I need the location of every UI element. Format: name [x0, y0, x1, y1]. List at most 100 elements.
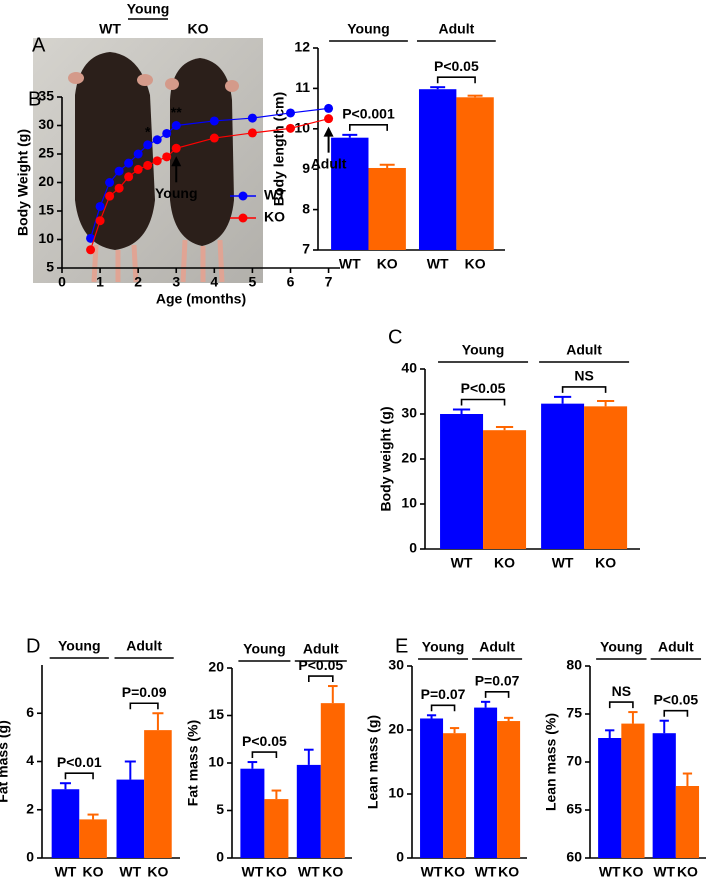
significance-label: P<0.001 — [342, 106, 395, 122]
y-tick-label: 5 — [216, 801, 224, 817]
significance-label: P=0.07 — [475, 673, 520, 689]
photo-label: WT — [99, 21, 121, 37]
point — [324, 103, 334, 113]
group-label: Adult — [438, 21, 474, 37]
legend-label: WT — [264, 187, 286, 203]
bar — [621, 723, 645, 858]
arrow-label: Adult — [311, 155, 347, 171]
photo: Young WT KO A — [32, 1, 263, 283]
significance-star: * — [145, 124, 151, 140]
y-tick-label: 0 — [26, 849, 34, 865]
significance-label: P<0.05 — [242, 733, 287, 749]
bar — [240, 768, 265, 858]
significance-label: P<0.05 — [653, 691, 698, 707]
significance-label: P<0.05 — [434, 58, 479, 74]
y-tick-label: 35 — [38, 88, 54, 104]
arrow-label: Young — [155, 185, 198, 201]
x-tick-label: WT — [119, 864, 141, 879]
x-tick-label: WT — [451, 555, 473, 571]
y-tick-label: 8 — [302, 200, 310, 216]
point — [105, 178, 115, 187]
significance-bracket — [663, 709, 689, 717]
paws-tail — [91, 239, 225, 283]
bar — [296, 764, 321, 858]
significance-bracket — [129, 702, 159, 710]
significance-label: NS — [612, 683, 631, 699]
panel-label: E — [395, 635, 408, 657]
group-label: Adult — [303, 641, 339, 657]
point — [152, 156, 162, 166]
group-label: Adult — [126, 638, 162, 654]
x-tick-label: 0 — [58, 274, 66, 290]
bar — [598, 738, 622, 858]
bar — [420, 718, 444, 858]
bar — [443, 733, 467, 858]
ear — [165, 78, 179, 90]
y-tick-label: 40 — [401, 360, 417, 376]
y-axis-label: Body Weight (g) — [15, 129, 31, 236]
point — [162, 128, 172, 138]
significance-bracket — [308, 675, 334, 683]
y-tick-label: 0 — [396, 849, 404, 865]
y-tick-label: 7 — [302, 241, 310, 257]
x-tick-label: WT — [242, 864, 264, 879]
bar — [456, 97, 494, 251]
bar — [584, 406, 628, 549]
y-axis-label: Body weight (g) — [378, 407, 394, 512]
photo-title: Young — [127, 1, 170, 17]
y-tick-label: 10 — [401, 495, 417, 511]
point — [114, 183, 124, 193]
x-tick-label: 6 — [287, 274, 295, 290]
x-tick-label: KO — [377, 256, 398, 272]
bar — [440, 414, 484, 549]
group-label: Young — [58, 638, 101, 654]
group-label: Young — [243, 641, 286, 657]
y-tick-label: 20 — [388, 721, 404, 737]
group-label: Young — [347, 21, 390, 37]
y-tick-label: 25 — [38, 145, 54, 161]
y-tick-label: 30 — [401, 405, 417, 421]
y-tick-label: 10 — [388, 785, 404, 801]
x-tick-label: KO — [266, 864, 287, 879]
group-label: Young — [462, 342, 505, 358]
group-label: Young — [422, 639, 465, 655]
x-tick-label: KO — [498, 864, 519, 879]
x-tick-label: WT — [339, 256, 361, 272]
y-tick-label: 80 — [566, 657, 582, 673]
x-tick-label: 1 — [96, 274, 104, 290]
bar — [497, 721, 521, 858]
panel-label: B — [28, 88, 41, 110]
significance-bracket — [348, 124, 388, 131]
point — [86, 233, 96, 243]
y-tick-label: 20 — [208, 659, 224, 675]
point — [247, 113, 257, 123]
panel-label: A — [32, 34, 46, 56]
photo-label: KO — [188, 21, 209, 37]
bar — [144, 730, 172, 858]
significance-label: P<0.01 — [57, 754, 102, 770]
significance-bracket — [460, 398, 506, 406]
y-tick-label: 10 — [208, 754, 224, 770]
significance-label: P<0.05 — [461, 380, 506, 396]
point — [285, 108, 295, 118]
x-tick-label: 3 — [172, 274, 180, 290]
bar — [79, 819, 107, 858]
x-axis-label: Age (months) — [156, 291, 246, 307]
group-label: Adult — [658, 639, 694, 655]
point — [143, 140, 153, 150]
point — [95, 201, 105, 211]
y-axis-label: Fat mass (%) — [185, 720, 201, 806]
point — [247, 128, 257, 138]
point — [95, 216, 105, 226]
x-tick-label: KO — [494, 555, 515, 571]
x-tick-label: KO — [677, 864, 698, 879]
y-tick-label: 20 — [38, 173, 54, 189]
significance-star: ** — [171, 104, 182, 120]
legend-marker — [238, 191, 248, 201]
y-axis-label: Body length (cm) — [271, 92, 287, 206]
x-tick-label: 2 — [134, 274, 142, 290]
bar — [418, 89, 457, 250]
y-tick-label: 9 — [302, 160, 310, 176]
bar — [541, 403, 585, 549]
